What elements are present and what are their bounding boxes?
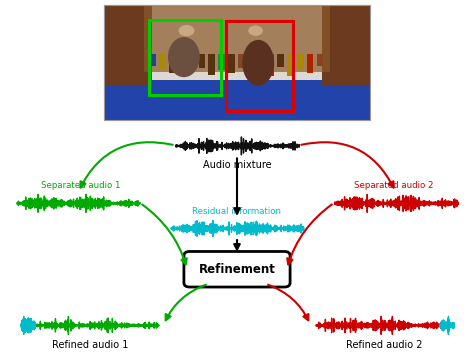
FancyBboxPatch shape xyxy=(209,53,215,75)
FancyBboxPatch shape xyxy=(104,5,370,120)
FancyBboxPatch shape xyxy=(199,53,205,68)
FancyBboxPatch shape xyxy=(169,53,176,74)
FancyBboxPatch shape xyxy=(104,80,370,120)
FancyBboxPatch shape xyxy=(248,53,255,76)
FancyBboxPatch shape xyxy=(277,53,284,67)
Text: Residual information: Residual information xyxy=(192,207,282,216)
Text: Separated audio 2: Separated audio 2 xyxy=(354,181,433,190)
FancyBboxPatch shape xyxy=(322,5,370,86)
FancyBboxPatch shape xyxy=(179,53,185,69)
Text: Audio mixture: Audio mixture xyxy=(203,160,271,170)
Ellipse shape xyxy=(248,25,263,36)
FancyBboxPatch shape xyxy=(267,53,274,76)
FancyBboxPatch shape xyxy=(317,53,323,66)
FancyBboxPatch shape xyxy=(184,251,290,287)
Ellipse shape xyxy=(179,25,194,36)
FancyBboxPatch shape xyxy=(218,53,225,70)
FancyBboxPatch shape xyxy=(149,53,156,66)
FancyBboxPatch shape xyxy=(238,53,245,67)
FancyBboxPatch shape xyxy=(297,53,303,70)
Ellipse shape xyxy=(168,37,200,77)
FancyBboxPatch shape xyxy=(228,53,235,73)
Text: Refined audio 2: Refined audio 2 xyxy=(346,340,422,350)
FancyBboxPatch shape xyxy=(159,53,166,69)
FancyBboxPatch shape xyxy=(104,5,152,86)
FancyBboxPatch shape xyxy=(287,53,294,76)
Text: Refined audio 1: Refined audio 1 xyxy=(52,340,128,350)
FancyBboxPatch shape xyxy=(104,95,370,120)
FancyBboxPatch shape xyxy=(144,5,330,72)
FancyBboxPatch shape xyxy=(189,53,195,66)
FancyBboxPatch shape xyxy=(307,53,313,73)
FancyBboxPatch shape xyxy=(257,53,264,74)
FancyBboxPatch shape xyxy=(104,5,370,80)
Ellipse shape xyxy=(242,40,274,86)
Text: Refinement: Refinement xyxy=(199,263,275,276)
Text: Separated audio 1: Separated audio 1 xyxy=(41,181,120,190)
